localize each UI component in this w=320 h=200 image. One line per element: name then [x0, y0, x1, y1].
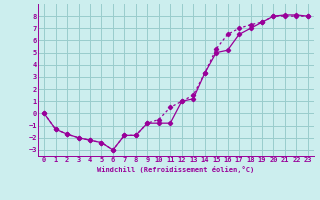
X-axis label: Windchill (Refroidissement éolien,°C): Windchill (Refroidissement éolien,°C) [97, 166, 255, 173]
